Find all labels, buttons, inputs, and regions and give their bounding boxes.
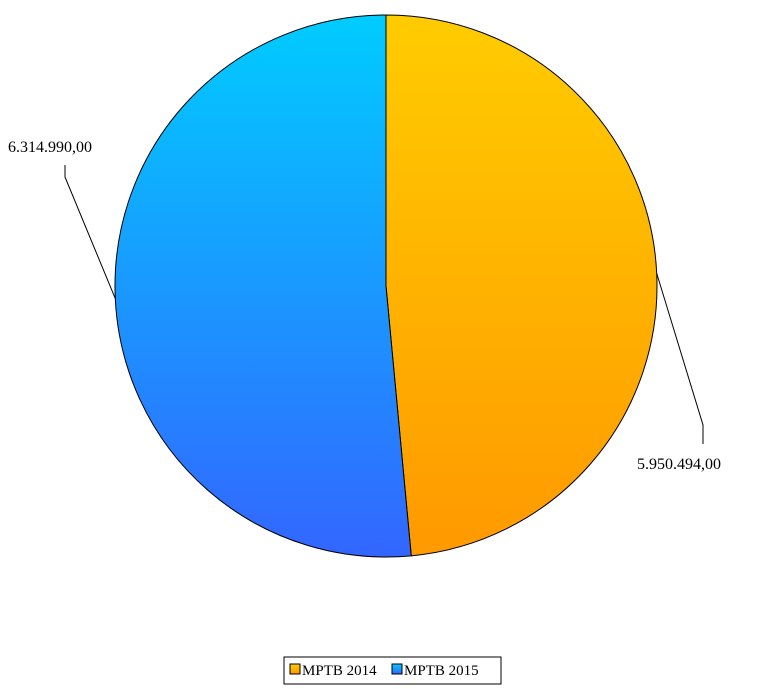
leader-line-mptb-2014 — [656, 273, 704, 444]
legend-item-mptb-2014[interactable]: MPTB 2014 — [289, 663, 377, 679]
leader-line-mptb-2015 — [64, 165, 116, 299]
data-label-mptb-2014: 5.950.494,00 — [637, 456, 721, 473]
legend-item-mptb-2015[interactable]: MPTB 2015 — [391, 663, 479, 679]
legend-label-mptb-2014: MPTB 2014 — [302, 663, 377, 679]
legend-label-mptb-2015: MPTB 2015 — [404, 663, 479, 679]
pie-slice-mptb-2015[interactable] — [114, 14, 412, 558]
data-label-mptb-2015: 6.314.990,00 — [8, 139, 92, 156]
data-labels: 5.950.494,00 6.314.990,00 — [8, 139, 721, 473]
pie-slices — [114, 14, 658, 558]
pie-slice-mptb-2014[interactable] — [385, 14, 658, 557]
legend-swatch-mptb-2015 — [391, 663, 403, 675]
legend-swatch-mptb-2014 — [289, 663, 301, 675]
leader-lines — [64, 165, 704, 444]
legend: MPTB 2014 MPTB 2015 — [283, 656, 502, 685]
